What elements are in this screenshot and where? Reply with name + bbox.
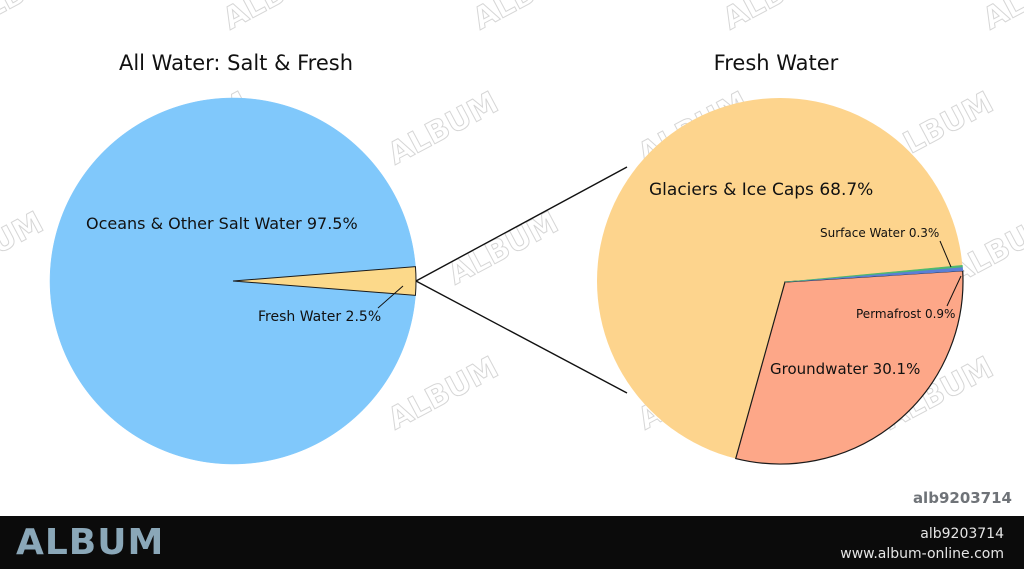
label-oceans: Oceans & Other Salt Water 97.5% — [86, 214, 358, 233]
connector-top — [415, 166, 628, 282]
watermark-text: ALBUM — [0, 205, 49, 292]
watermark-text: ALBUM — [442, 205, 564, 292]
fresh-water-pie — [597, 98, 964, 465]
label-fresh-water: Fresh Water 2.5% — [258, 309, 381, 325]
leader-surface-water — [939, 240, 952, 268]
label-glaciers: Glaciers & Ice Caps 68.7% — [649, 180, 873, 200]
pie-charts: ALBUM ALBUM ALBUM ALBUM ALBUM ALBUM ALBUM ALBUM… — [0, 0, 1024, 465]
chart-title-all-water: All Water: Salt & Fresh — [119, 51, 353, 75]
image-id-label: alb9203714 — [912, 489, 1012, 507]
watermark-text: ALBUM — [0, 0, 79, 37]
watermark-text: ALBUM — [717, 0, 839, 37]
watermark-text: ALBUM — [977, 0, 1024, 37]
label-surface-water: Surface Water 0.3% — [820, 226, 939, 240]
connector-bottom — [415, 280, 628, 394]
slice-surface-water — [784, 265, 963, 283]
label-groundwater: Groundwater 30.1% — [770, 360, 920, 378]
leader-permafrost — [946, 275, 962, 307]
footer-url[interactable]: www.album-online.com — [840, 546, 1004, 562]
chart-title-fresh-water: Fresh Water — [714, 51, 839, 75]
watermark-text: ALBUM — [217, 0, 339, 37]
watermark-text: ALBUM — [467, 0, 589, 37]
footer-bar: ALBUM alb9203714 www.album-online.com — [0, 516, 1024, 569]
slice-groundwater — [734, 270, 964, 465]
salt-fresh-pie — [49, 97, 417, 465]
leader-fresh-water — [377, 285, 404, 309]
footer-image-id: alb9203714 — [920, 526, 1004, 542]
slice-labels: All Water: Salt & Fresh Oceans & Other Sa… — [86, 51, 962, 378]
zoom-connector — [415, 166, 628, 394]
label-permafrost: Permafrost 0.9% — [856, 307, 955, 321]
watermark-text: ALBUM — [382, 350, 504, 437]
album-logo: ALBUM — [16, 522, 165, 563]
watermark-text: ALBUM — [382, 85, 504, 172]
slice-oceans-salt-water — [49, 97, 416, 465]
